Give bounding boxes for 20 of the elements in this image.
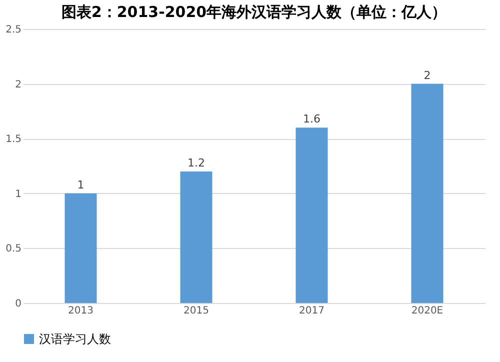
y-tick-label: 1	[15, 188, 22, 200]
y-tick-label: 0	[15, 298, 22, 310]
legend-label: 汉语学习人数	[39, 332, 111, 346]
y-tick-label: 2.5	[6, 24, 22, 36]
data-label: 1.2	[188, 156, 205, 170]
data-label: 1	[77, 178, 84, 192]
y-tick-label: 1.5	[6, 134, 22, 146]
chart-title: 图表2：2013-2020年海外汉语学习人数（单位：亿人）	[61, 3, 447, 21]
x-tick-label: 2013	[68, 306, 94, 316]
x-tick-label: 2015	[184, 306, 209, 316]
y-tick-label: 2	[15, 79, 22, 90]
bar	[296, 128, 328, 303]
x-tick-label: 2020E	[411, 306, 444, 316]
x-tick-label: 2017	[299, 306, 324, 316]
y-tick-label: 0.5	[6, 244, 22, 255]
bar	[180, 171, 212, 303]
bar	[64, 193, 97, 303]
data-label: 2	[424, 68, 431, 82]
bar	[411, 84, 444, 303]
data-label: 1.6	[303, 112, 320, 126]
